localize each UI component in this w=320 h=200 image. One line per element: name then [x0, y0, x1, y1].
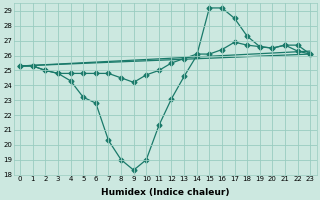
X-axis label: Humidex (Indice chaleur): Humidex (Indice chaleur)	[101, 188, 229, 197]
